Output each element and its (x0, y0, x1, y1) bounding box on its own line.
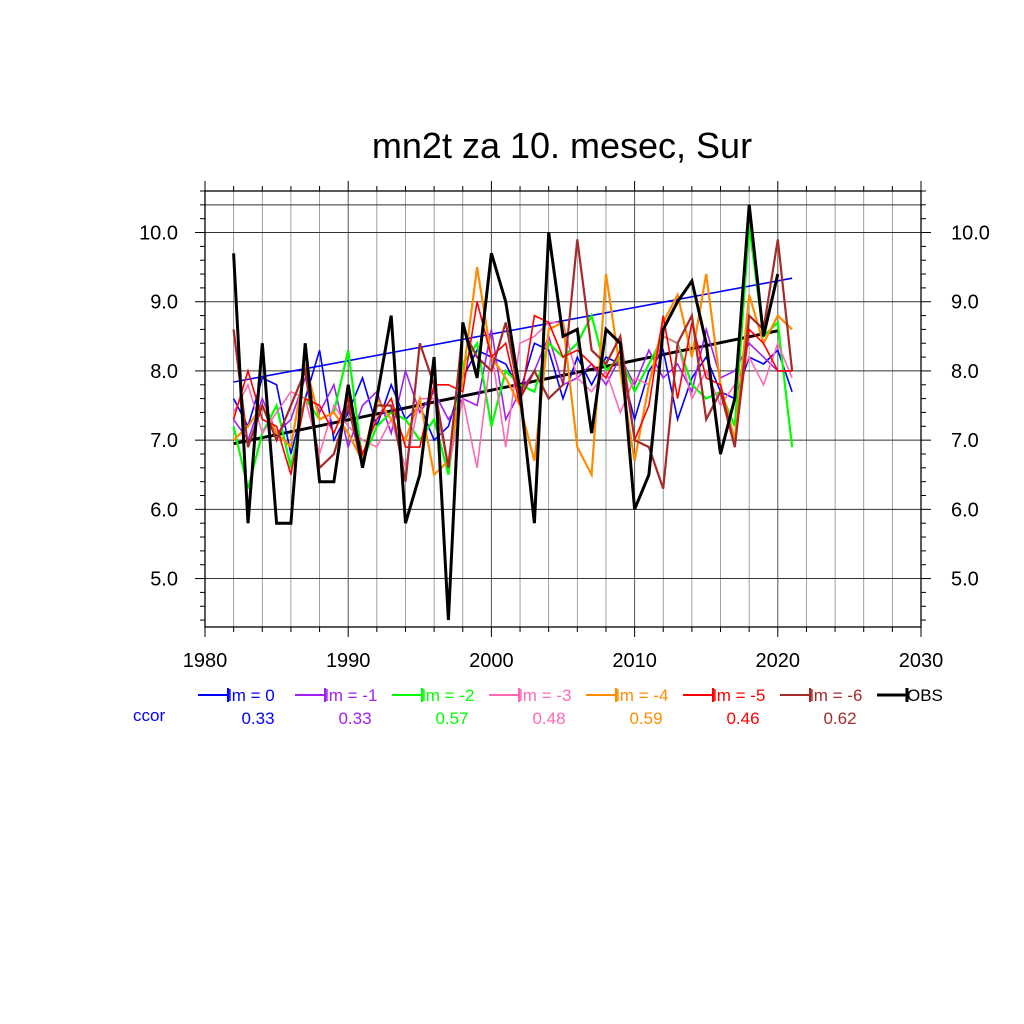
plot-frame (204, 190, 922, 628)
legend: lm = 0 0.33 lm = -1 0.33 lm = -2 0.57 lm = -3 0… (133, 686, 943, 728)
y-tick-label-right: 8.0 (951, 361, 979, 383)
axis-ticks (195, 181, 931, 637)
legend-label: lm = -4 (616, 686, 668, 705)
legend-label: lm = -2 (422, 686, 474, 705)
trend-line-0 (233, 277, 793, 383)
legend-ccor-value: 0.59 (629, 709, 662, 728)
y-tick-labels: 5.0 5.0 6.0 6.0 7.0 7.0 8.0 8.0 9.0 9.0 10.0 10.0 (139, 223, 990, 591)
y-tick-label-right: 7.0 (951, 430, 979, 452)
x-tick-label: 1980 (183, 650, 228, 672)
legend-ccor-value: 0.57 (435, 709, 468, 728)
legend-ccor-value: 0.33 (338, 709, 371, 728)
legend-ccor-value: 0.48 (532, 709, 565, 728)
legend-label: lm = -1 (325, 686, 377, 705)
x-tick-labels: 1980 1990 2000 2010 2020 2030 (183, 650, 944, 672)
legend-label: lm = -6 (810, 686, 862, 705)
series-line-6 (232, 239, 794, 489)
y-tick-label-left: 8.0 (150, 361, 178, 383)
legend-ccor-label: ccor (133, 706, 165, 725)
legend-ccor-value: 0.46 (726, 709, 759, 728)
x-tick-label: 1990 (326, 650, 371, 672)
legend-label: OBS (907, 686, 943, 705)
legend-label: lm = -3 (519, 686, 571, 705)
series-line-5 (232, 301, 793, 475)
chart-title: mn2t za 10. mesec, Sur (372, 125, 752, 166)
legend-label: lm = 0 (228, 686, 275, 705)
y-tick-label-left: 5.0 (150, 569, 178, 591)
x-tick-label: 2000 (469, 650, 514, 672)
x-tick-label: 2030 (899, 650, 944, 672)
y-tick-label-left: 7.0 (150, 430, 178, 452)
legend-ccor-value: 0.33 (241, 709, 274, 728)
y-tick-label-left: 6.0 (150, 499, 178, 521)
data-series (232, 204, 794, 621)
grid (205, 191, 921, 627)
y-tick-label-left: 10.0 (139, 223, 178, 245)
y-tick-label-right: 9.0 (951, 292, 979, 314)
x-tick-label: 2010 (612, 650, 657, 672)
series-line-7 (232, 204, 780, 621)
legend-label: lm = -5 (713, 686, 765, 705)
x-tick-label: 2020 (756, 650, 801, 672)
y-tick-label-left: 9.0 (150, 292, 178, 314)
y-tick-label-right: 6.0 (951, 499, 979, 521)
legend-ccor-value: 0.62 (823, 709, 856, 728)
series-line-3 (232, 321, 793, 469)
y-tick-label-right: 10.0 (951, 223, 990, 245)
y-tick-label-right: 5.0 (951, 569, 979, 591)
